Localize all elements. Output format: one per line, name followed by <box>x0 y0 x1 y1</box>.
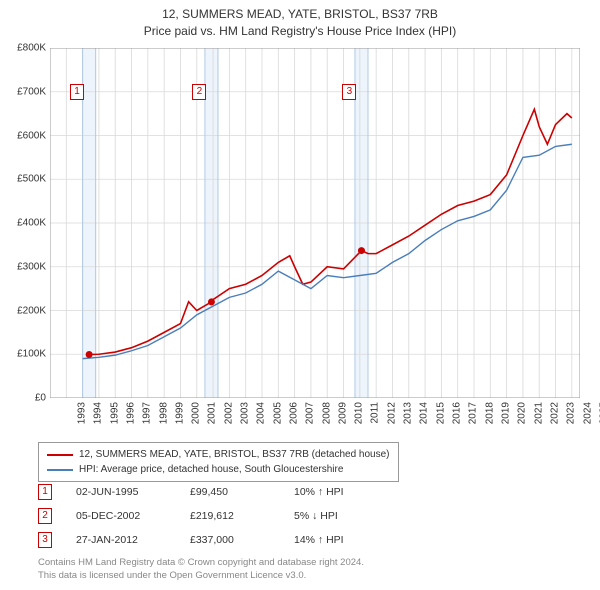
x-tick-label: 2022 <box>549 402 560 424</box>
chart-marker-1: 1 <box>70 84 84 100</box>
x-tick-label: 2003 <box>239 402 250 424</box>
footer: Contains HM Land Registry data © Crown c… <box>38 557 364 582</box>
legend-item-hpi: HPI: Average price, detached house, Sout… <box>47 462 390 477</box>
chart-marker-3: 3 <box>342 84 356 100</box>
event-row-3: 3 27-JAN-2012 £337,000 14% ↑ HPI <box>38 532 394 548</box>
event-price-2: £219,612 <box>190 510 270 522</box>
x-tick-label: 2021 <box>533 402 544 424</box>
x-tick-label: 1998 <box>158 402 169 424</box>
title-block: 12, SUMMERS MEAD, YATE, BRISTOL, BS37 7R… <box>0 0 600 40</box>
x-tick-label: 2016 <box>451 402 462 424</box>
y-tick-label: £200K <box>6 305 46 316</box>
x-tick-label: 2007 <box>305 402 316 424</box>
x-tick-label: 2001 <box>207 402 218 424</box>
event-row-1: 1 02-JUN-1995 £99,450 10% ↑ HPI <box>38 484 394 500</box>
x-tick-label: 2008 <box>321 402 332 424</box>
event-price-3: £337,000 <box>190 534 270 546</box>
y-tick-label: £600K <box>6 130 46 141</box>
x-tick-label: 2014 <box>419 402 430 424</box>
event-marker-3: 3 <box>38 532 52 548</box>
x-tick-label: 1999 <box>174 402 185 424</box>
legend-label-property: 12, SUMMERS MEAD, YATE, BRISTOL, BS37 7R… <box>79 447 390 462</box>
y-tick-label: £100K <box>6 349 46 360</box>
x-tick-label: 1996 <box>125 402 136 424</box>
x-tick-label: 2002 <box>223 402 234 424</box>
x-tick-label: 1994 <box>93 402 104 424</box>
x-tick-label: 2018 <box>484 402 495 424</box>
chart-svg <box>50 48 580 398</box>
event-date-2: 05-DEC-2002 <box>76 510 166 522</box>
event-price-1: £99,450 <box>190 486 270 498</box>
x-tick-label: 2010 <box>353 402 364 424</box>
title-line1: 12, SUMMERS MEAD, YATE, BRISTOL, BS37 7R… <box>0 6 600 23</box>
x-tick-label: 1993 <box>76 402 87 424</box>
x-tick-label: 2024 <box>582 402 593 424</box>
x-tick-label: 2000 <box>190 402 201 424</box>
y-tick-label: £400K <box>6 218 46 229</box>
legend-swatch-property <box>47 454 73 456</box>
footer-line2: This data is licensed under the Open Gov… <box>38 570 364 582</box>
event-marker-2: 2 <box>38 508 52 524</box>
title-line2: Price paid vs. HM Land Registry's House … <box>0 23 600 40</box>
x-tick-label: 2005 <box>272 402 283 424</box>
event-delta-1: 10% ↑ HPI <box>294 486 394 498</box>
y-tick-label: £300K <box>6 261 46 272</box>
x-tick-label: 2013 <box>402 402 413 424</box>
legend-item-property: 12, SUMMERS MEAD, YATE, BRISTOL, BS37 7R… <box>47 447 390 462</box>
legend-label-hpi: HPI: Average price, detached house, Sout… <box>79 462 343 477</box>
event-date-3: 27-JAN-2012 <box>76 534 166 546</box>
x-tick-label: 2009 <box>337 402 348 424</box>
x-tick-label: 2012 <box>386 402 397 424</box>
chart-container: 12, SUMMERS MEAD, YATE, BRISTOL, BS37 7R… <box>0 0 600 590</box>
x-tick-label: 1997 <box>141 402 152 424</box>
x-tick-label: 2006 <box>288 402 299 424</box>
x-tick-label: 2019 <box>500 402 511 424</box>
event-date-1: 02-JUN-1995 <box>76 486 166 498</box>
x-tick-label: 2011 <box>369 402 380 424</box>
footer-line1: Contains HM Land Registry data © Crown c… <box>38 557 364 569</box>
legend: 12, SUMMERS MEAD, YATE, BRISTOL, BS37 7R… <box>38 442 399 482</box>
x-tick-label: 2015 <box>435 402 446 424</box>
chart-area: £0£100K£200K£300K£400K£500K£600K£700K£80… <box>50 48 580 398</box>
y-tick-label: £0 <box>6 393 46 404</box>
y-tick-label: £500K <box>6 174 46 185</box>
x-tick-label: 2023 <box>565 402 576 424</box>
x-tick-label: 2004 <box>256 402 267 424</box>
event-marker-1: 1 <box>38 484 52 500</box>
event-delta-2: 5% ↓ HPI <box>294 510 394 522</box>
y-tick-label: £800K <box>6 43 46 54</box>
events-table: 1 02-JUN-1995 £99,450 10% ↑ HPI 2 05-DEC… <box>38 484 394 556</box>
x-tick-label: 2017 <box>468 402 479 424</box>
legend-swatch-hpi <box>47 469 73 471</box>
event-row-2: 2 05-DEC-2002 £219,612 5% ↓ HPI <box>38 508 394 524</box>
event-delta-3: 14% ↑ HPI <box>294 534 394 546</box>
y-tick-label: £700K <box>6 86 46 97</box>
chart-marker-2: 2 <box>192 84 206 100</box>
x-tick-label: 2020 <box>517 402 528 424</box>
x-tick-label: 1995 <box>109 402 120 424</box>
